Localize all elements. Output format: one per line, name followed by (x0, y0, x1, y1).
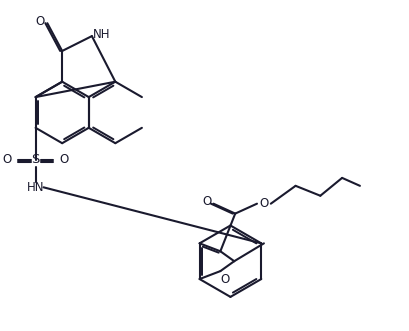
Text: S: S (31, 153, 40, 166)
Text: O: O (36, 15, 45, 28)
Text: HN: HN (27, 181, 44, 194)
Text: NH: NH (93, 27, 110, 41)
Text: O: O (202, 195, 211, 208)
Text: O: O (221, 272, 230, 286)
Text: O: O (2, 153, 11, 166)
Text: O: O (60, 153, 69, 166)
Text: O: O (259, 197, 269, 210)
